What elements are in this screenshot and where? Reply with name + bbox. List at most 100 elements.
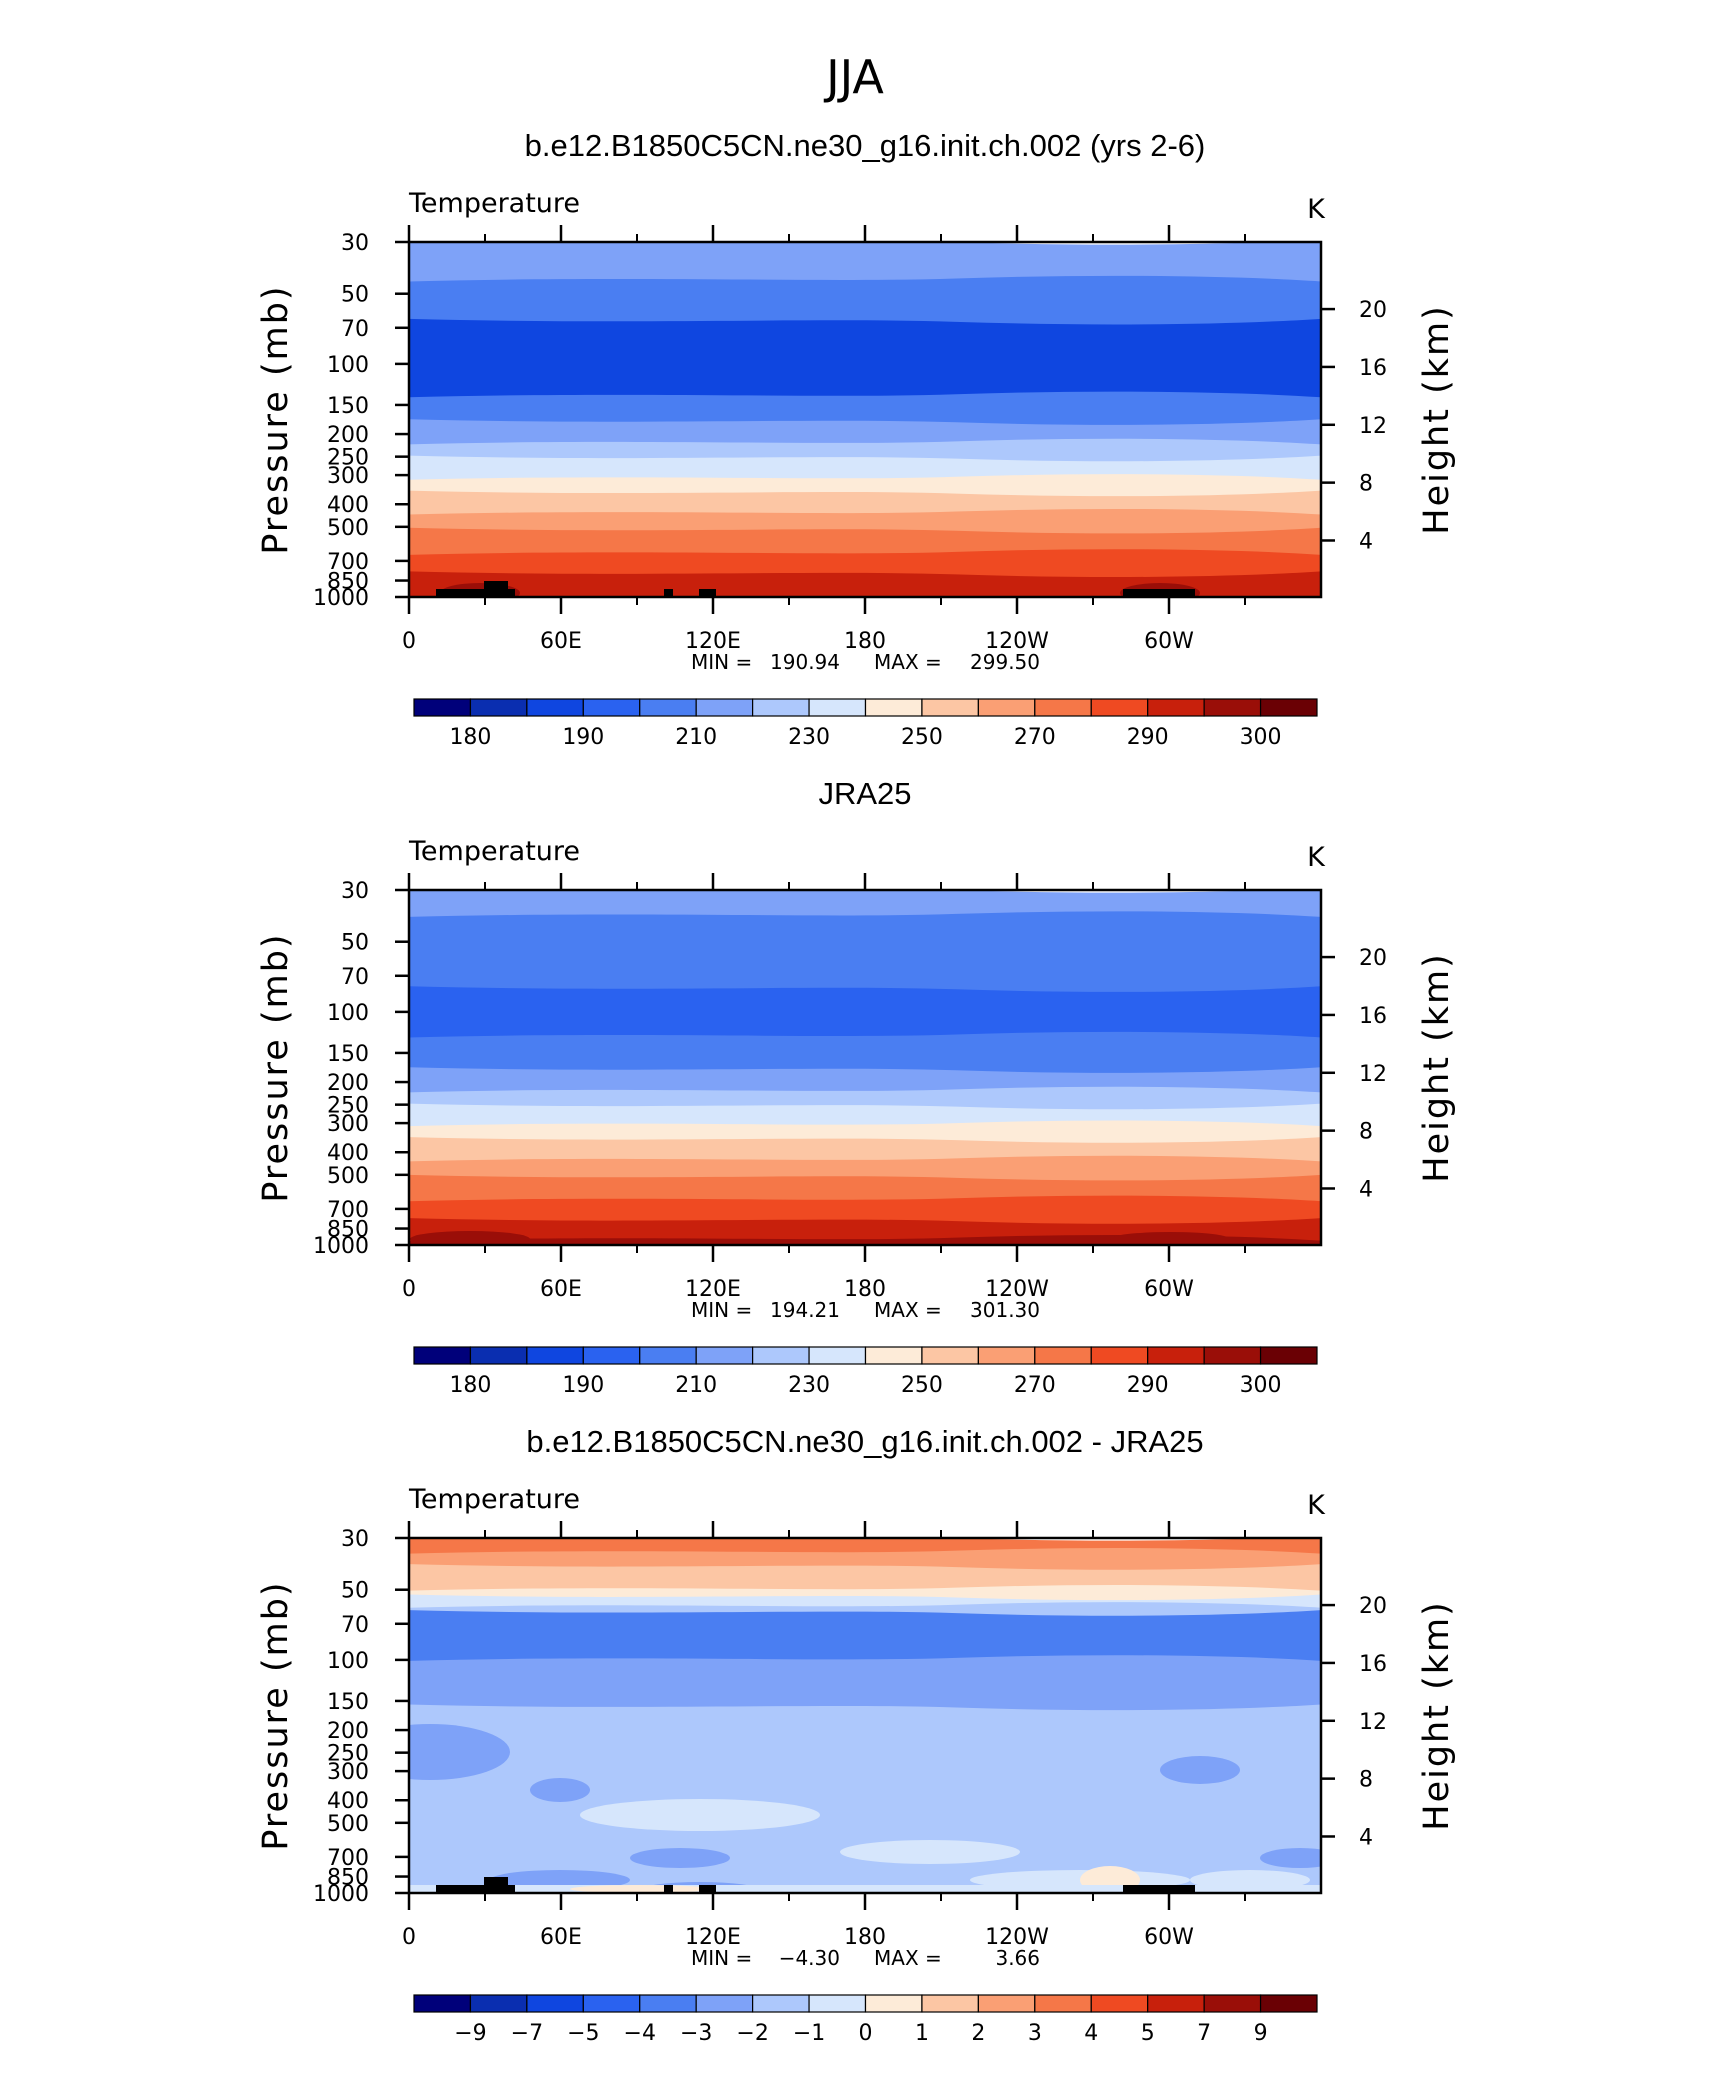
- min-label: MIN =: [691, 650, 752, 674]
- y-tick-label: 1000: [313, 1882, 369, 1907]
- contour-band: [409, 571, 1321, 597]
- colorbar-box: [1034, 698, 1092, 717]
- terrain-block: [508, 589, 515, 597]
- colorbar-label: 290: [1127, 1373, 1169, 1398]
- y-tick-label: 300: [327, 1112, 369, 1137]
- colorbar-box: [1203, 698, 1262, 717]
- colorbar-box: [1034, 1346, 1092, 1365]
- y-right-tick-label: 4: [1359, 529, 1373, 554]
- colorbar-box: [695, 1346, 754, 1365]
- colorbar-box: [413, 698, 472, 717]
- y-right-tick-label: 4: [1359, 1177, 1373, 1202]
- x-tick-label: 120W: [985, 1277, 1049, 1302]
- contour-patch: [1260, 1848, 1321, 1868]
- max-label: MAX =: [874, 650, 942, 674]
- x-tick-label: 60W: [1144, 1925, 1194, 1950]
- y-right-axis-title: Height (km): [1417, 952, 1457, 1183]
- y-right-tick-label: 12: [1359, 414, 1387, 439]
- y-tick-label: 70: [341, 965, 369, 990]
- colorbar-label: 180: [449, 1373, 491, 1398]
- figure-title: JJA: [823, 50, 884, 104]
- panel-3: 0 60E 120E 180 120W 60W3050701001502002503004…: [256, 1424, 1457, 2046]
- colorbar-box: [469, 1346, 528, 1365]
- y-tick-label: 250: [327, 446, 369, 471]
- plot-area: [409, 1538, 1321, 1893]
- colorbar-label: 300: [1240, 725, 1282, 750]
- units-label: K: [1307, 1490, 1326, 1521]
- y-tick-label: 30: [341, 879, 369, 904]
- colorbar-label: −1: [793, 2021, 825, 2046]
- colorbar-box: [695, 1994, 754, 2013]
- colorbar-box: [1090, 1994, 1149, 2013]
- terrain-block: [699, 1885, 716, 1893]
- y-tick-label: 1000: [313, 586, 369, 611]
- max-value: 299.50: [970, 650, 1040, 674]
- colorbar-box: [752, 698, 810, 717]
- y-tick-label: 700: [327, 550, 369, 575]
- colorbar-label: 5: [1141, 2021, 1155, 2046]
- y-right-tick-label: 20: [1359, 1594, 1387, 1619]
- colorbar-box: [526, 698, 584, 717]
- min-value: 194.21: [770, 1298, 840, 1322]
- colorbar-label: 210: [675, 725, 717, 750]
- y-tick-label: 50: [341, 931, 369, 956]
- y-right-axis-title: Height (km): [1417, 1600, 1457, 1831]
- plot-area: [409, 242, 1321, 597]
- colorbar-box: [413, 1994, 472, 2013]
- y-axis-title: Pressure (mb): [256, 284, 296, 554]
- colorbar-box: [808, 1346, 867, 1365]
- y-tick-label: 700: [327, 1198, 369, 1223]
- colorbar-box: [864, 1346, 923, 1365]
- y-tick-label: 30: [341, 231, 369, 256]
- y-tick-label: 100: [327, 1001, 369, 1026]
- contour-band: [409, 1235, 1321, 1245]
- y-tick-label: 400: [327, 1141, 369, 1166]
- colorbar-box: [526, 1346, 584, 1365]
- units-label: K: [1307, 842, 1326, 873]
- colorbar-label: −4: [624, 2021, 656, 2046]
- colorbar-box: [526, 1994, 584, 2013]
- y-right-tick-label: 8: [1359, 1120, 1373, 1145]
- terrain-block: [699, 589, 716, 597]
- y-right-tick-label: 16: [1359, 1652, 1387, 1677]
- colorbar-label: 230: [788, 1373, 830, 1398]
- colorbar-box: [695, 698, 754, 717]
- y-axis-title: Pressure (mb): [256, 1580, 296, 1850]
- y-tick-label: 100: [327, 353, 369, 378]
- max-label: MAX =: [874, 1946, 942, 1970]
- colorbar-label: 210: [675, 1373, 717, 1398]
- colorbar-label: 180: [449, 725, 491, 750]
- x-tick-label: 0: [402, 1277, 416, 1302]
- y-tick-label: 500: [327, 1164, 369, 1189]
- y-tick-label: 30: [341, 1527, 369, 1552]
- colorbar-box: [639, 1346, 697, 1365]
- x-tick-label: 180: [844, 1277, 886, 1302]
- units-label: K: [1307, 194, 1326, 225]
- y-tick-label: 50: [341, 283, 369, 308]
- y-right-tick-label: 16: [1359, 356, 1387, 381]
- colorbar-box: [582, 698, 641, 717]
- colorbar-label: 190: [562, 725, 604, 750]
- contour-band: [409, 1885, 1321, 1893]
- y-tick-label: 1000: [313, 1234, 369, 1259]
- colorbar-box: [413, 1346, 472, 1365]
- colorbar-label: 290: [1127, 725, 1169, 750]
- colorbar-box: [1259, 1346, 1318, 1365]
- panel-title: JRA25: [818, 776, 911, 811]
- plot-area: [409, 890, 1321, 1245]
- colorbar-label: −9: [454, 2021, 486, 2046]
- min-label: MIN =: [691, 1946, 752, 1970]
- y-right-tick-label: 12: [1359, 1062, 1387, 1087]
- y-tick-label: 500: [327, 1812, 369, 1837]
- colorbar-box: [921, 1994, 979, 2013]
- left-label: Temperature: [408, 836, 580, 867]
- contour-patch: [1160, 1756, 1240, 1784]
- x-tick-label: 0: [402, 1925, 416, 1950]
- colorbar-box: [1147, 1346, 1205, 1365]
- left-label: Temperature: [408, 188, 580, 219]
- y-tick-label: 300: [327, 1760, 369, 1785]
- contour-patch: [570, 1885, 710, 1893]
- y-tick-label: 50: [341, 1579, 369, 1604]
- x-tick-label: 120E: [685, 1277, 741, 1302]
- y-tick-label: 200: [327, 1071, 369, 1096]
